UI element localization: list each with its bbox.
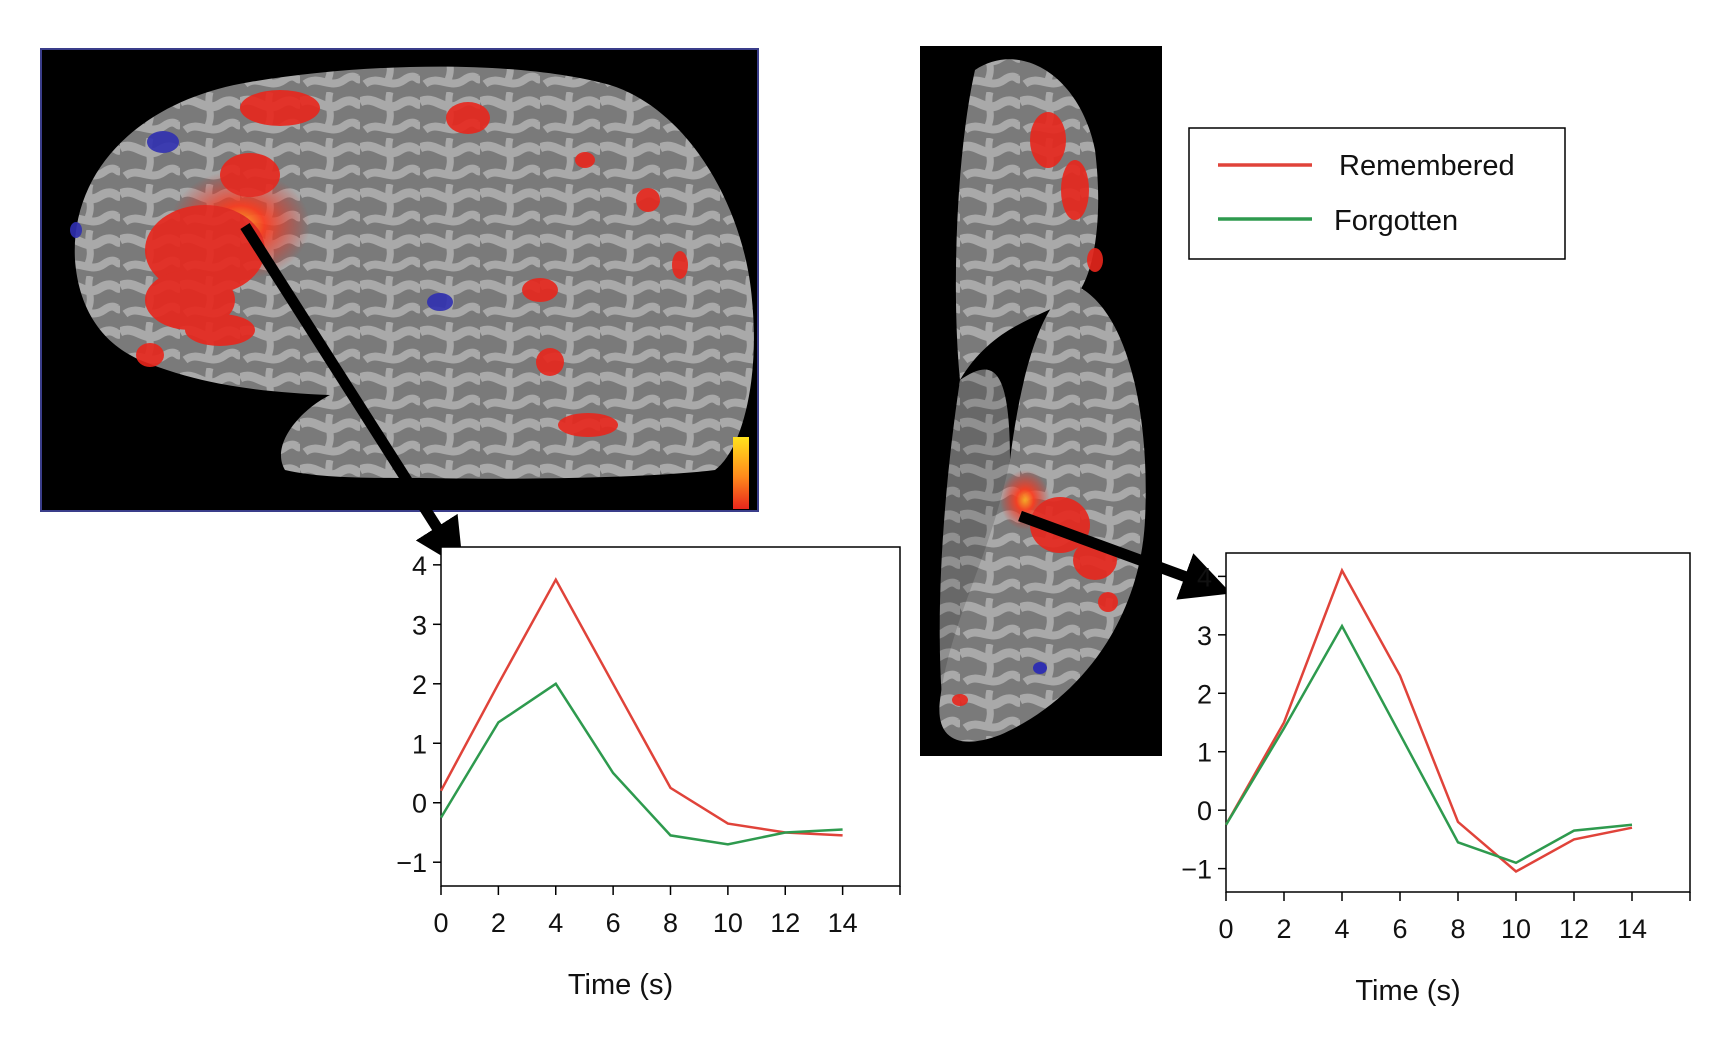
y-tick-label: 0 [1197, 796, 1212, 826]
y-tick-label: 1 [412, 729, 427, 759]
series-line-remembered [1224, 567, 1633, 874]
x-tick-label: 14 [1617, 914, 1647, 944]
x-tick-label: 8 [1450, 914, 1465, 944]
x-tick-label: 6 [606, 908, 621, 938]
x-tick-label: 12 [1559, 914, 1589, 944]
x-tick-label: 6 [1392, 914, 1407, 944]
lateral-brain-image [40, 48, 759, 512]
series-line-forgotten [1224, 623, 1633, 865]
y-tick-label: 3 [1197, 621, 1212, 651]
legend-box [1188, 127, 1566, 260]
x-axis-title: Time (s) [1355, 975, 1460, 1007]
y-tick-label: 4 [1197, 562, 1212, 592]
lateral-activation-red [136, 90, 688, 437]
lateral-activation-blue [70, 131, 453, 311]
series-line-remembered [439, 577, 843, 837]
arrow-to-right-plot [1018, 510, 1232, 600]
x-tick-label: 10 [1501, 914, 1531, 944]
legend-label-forgotten: Forgotten [1334, 205, 1458, 237]
x-tick-label: 2 [491, 908, 506, 938]
ventral-cortex-left-strip [939, 369, 1010, 700]
y-tick-label: 0 [412, 789, 427, 819]
y-tick-label: 4 [412, 551, 427, 581]
x-tick-label: 4 [1334, 914, 1349, 944]
x-tick-label: 10 [713, 908, 743, 938]
x-tick-label: 0 [1218, 914, 1233, 944]
x-tick-label: 12 [770, 908, 800, 938]
series-line-forgotten [439, 682, 843, 846]
plot-frame [1225, 552, 1691, 893]
y-tick-label: 2 [1197, 679, 1212, 709]
y-tick-label: 1 [1197, 738, 1212, 768]
x-tick-label: 0 [433, 908, 448, 938]
x-tick-label: 14 [828, 908, 858, 938]
y-tick-label: 3 [412, 610, 427, 640]
colorbar [733, 437, 749, 509]
ventral-activation-red [952, 112, 1118, 706]
y-tick-label: 2 [412, 670, 427, 700]
ventral-activation-blue [1033, 662, 1047, 674]
legend: Remembered Forgotten [1188, 127, 1566, 260]
ventral-brain-image [920, 46, 1162, 756]
arrow-to-left-plot [240, 223, 464, 569]
y-tick-label: −1 [1181, 855, 1212, 885]
y-tick-label: −1 [396, 848, 427, 878]
x-axis-title: Time (s) [568, 969, 673, 1001]
x-tick-label: 4 [548, 908, 563, 938]
x-tick-label: 2 [1276, 914, 1291, 944]
x-tick-label: 8 [663, 908, 678, 938]
legend-label-remembered: Remembered [1339, 150, 1515, 182]
